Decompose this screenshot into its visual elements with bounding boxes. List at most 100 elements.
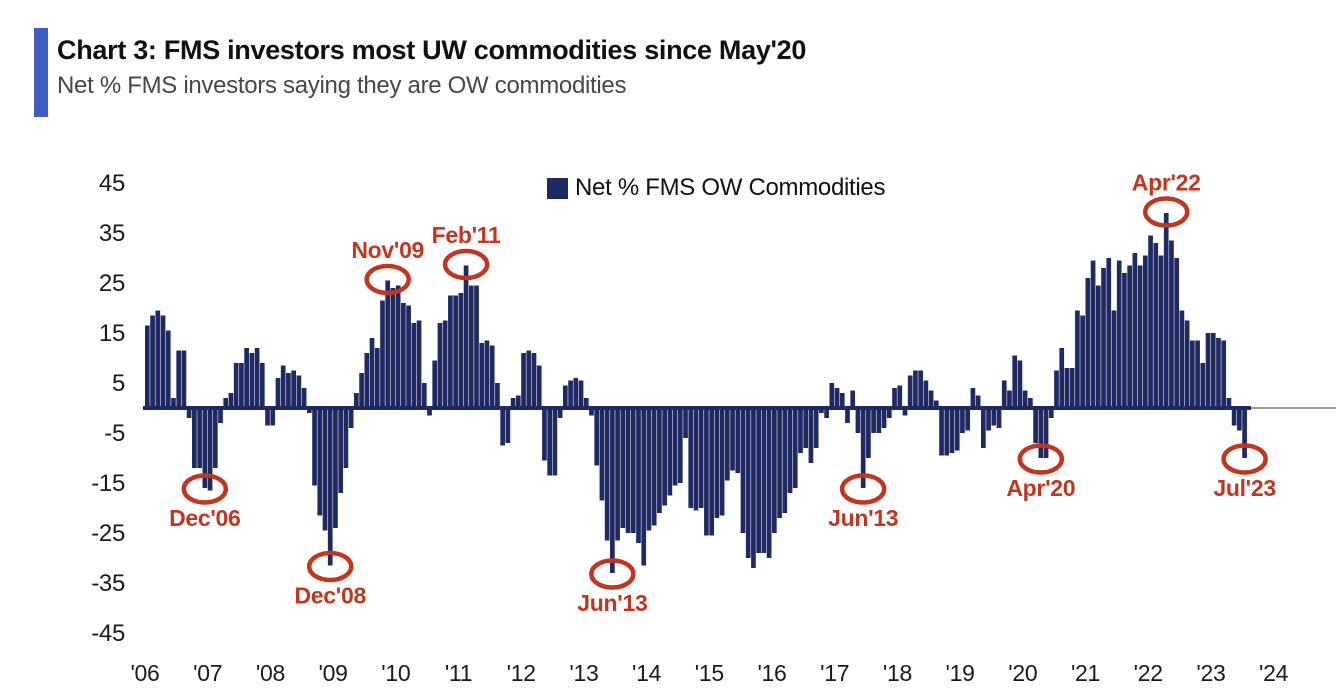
x-axis-year-label: '17 — [820, 660, 849, 686]
bar — [756, 408, 762, 553]
x-axis-year-label: '20 — [1008, 660, 1037, 686]
chart-title: Chart 3: FMS investors most UW commoditi… — [57, 35, 807, 65]
bar — [165, 330, 171, 408]
bar — [536, 365, 542, 408]
bar — [876, 408, 882, 433]
legend-swatch-icon — [547, 177, 568, 199]
bar — [1069, 368, 1075, 408]
bar — [510, 398, 516, 408]
bar — [317, 408, 323, 516]
x-axis-year-label: '10 — [381, 660, 410, 686]
y-axis-tick-label: 15 — [99, 320, 125, 347]
bar — [735, 408, 741, 473]
bar — [871, 408, 876, 433]
bar — [610, 408, 615, 573]
bar — [1226, 398, 1232, 408]
chart-subtitle: Net % FMS investors saying they are OW c… — [57, 72, 627, 99]
bar — [312, 408, 317, 486]
bar — [839, 393, 845, 408]
bar — [348, 408, 354, 428]
bar — [923, 380, 929, 408]
annotation-label: Feb'11 — [432, 222, 501, 248]
bar — [881, 408, 887, 428]
bar — [1059, 348, 1065, 408]
bar — [1064, 368, 1070, 408]
bar — [547, 408, 553, 476]
bar — [1242, 408, 1247, 458]
bar — [1179, 310, 1185, 408]
bar — [401, 303, 406, 408]
bar — [568, 380, 573, 408]
bar — [343, 408, 349, 468]
bar — [829, 383, 835, 408]
x-axis-year-label: '21 — [1071, 660, 1100, 686]
bar — [197, 408, 202, 468]
bar — [270, 408, 276, 426]
bar — [589, 408, 594, 416]
bar — [1017, 360, 1023, 408]
bar — [573, 378, 579, 408]
bar — [458, 293, 464, 408]
bar — [437, 323, 443, 408]
bar — [620, 408, 626, 528]
bar — [359, 373, 364, 408]
bar — [291, 370, 296, 408]
bar — [886, 408, 892, 418]
bar — [651, 408, 657, 526]
bar — [991, 408, 997, 426]
bar — [939, 408, 944, 456]
bar — [834, 388, 840, 408]
annotation-circle — [181, 473, 229, 505]
bar — [1169, 240, 1174, 408]
bar — [824, 408, 829, 418]
bar — [761, 408, 767, 553]
bar — [542, 408, 547, 461]
bar — [1095, 285, 1101, 408]
annotation-circle — [364, 263, 411, 296]
annotation-circle — [589, 558, 636, 590]
bar — [1195, 340, 1200, 408]
bar — [719, 408, 725, 516]
annotation-label: Apr'22 — [1132, 170, 1201, 196]
bar — [902, 408, 908, 416]
bar — [594, 408, 600, 466]
y-axis-tick-label: -45 — [91, 620, 125, 647]
bar — [468, 285, 474, 408]
legend-label: Net % FMS OW Commodities — [575, 174, 886, 201]
bar — [1137, 265, 1143, 408]
bar — [772, 408, 777, 533]
bar — [698, 408, 704, 508]
bar — [1200, 363, 1206, 408]
bar — [186, 408, 192, 418]
bar — [709, 408, 714, 536]
bar — [672, 408, 678, 486]
bar — [228, 393, 234, 408]
bar — [254, 348, 260, 408]
bar — [463, 265, 469, 408]
bar — [813, 408, 819, 448]
y-axis-tick-label: -15 — [91, 470, 125, 497]
bar — [296, 375, 302, 408]
bar — [615, 408, 620, 541]
bar — [808, 408, 814, 463]
bar — [657, 408, 662, 513]
bar — [792, 408, 798, 488]
bar — [751, 408, 756, 568]
y-axis-tick-label: -25 — [91, 520, 125, 547]
bar — [489, 345, 495, 408]
bar — [933, 400, 939, 408]
bar — [505, 408, 511, 443]
bar — [1080, 315, 1085, 408]
bar — [265, 408, 270, 426]
x-axis-year-label: '08 — [256, 660, 285, 686]
bar — [1216, 338, 1221, 408]
bar — [1116, 260, 1122, 408]
bar — [667, 408, 673, 496]
bar — [1101, 268, 1106, 408]
bar — [777, 408, 782, 518]
bar — [1007, 390, 1012, 408]
bar — [1153, 243, 1159, 408]
bar — [819, 408, 824, 413]
bar — [986, 408, 991, 431]
